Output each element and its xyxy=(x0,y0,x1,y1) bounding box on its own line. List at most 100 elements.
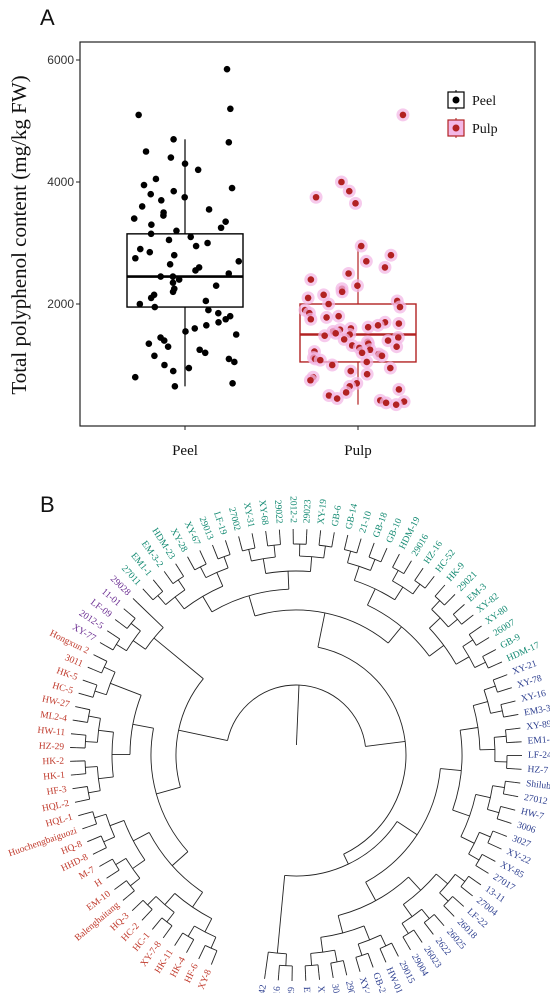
data-point-peel xyxy=(148,221,155,228)
dendrogram-branch xyxy=(164,893,176,905)
data-point-peel xyxy=(161,361,168,369)
dendrogram-branch xyxy=(483,685,496,691)
dendrogram-branch xyxy=(216,572,224,587)
data-point-pulp xyxy=(382,399,390,407)
dendrogram-branch xyxy=(505,687,512,690)
dendrogram-arc xyxy=(401,908,423,924)
data-point-peel xyxy=(152,175,160,183)
data-point-pulp xyxy=(378,352,386,360)
x-axis-categories: Peel Pulp xyxy=(172,426,372,459)
dendrogram-branch xyxy=(131,906,137,911)
dendrogram-branch xyxy=(452,896,460,903)
dendrogram-branch xyxy=(82,826,89,830)
dendrogram-branch xyxy=(167,576,174,584)
dendrogram-branch xyxy=(430,575,435,582)
leaf-label: HW-11 xyxy=(37,726,66,739)
dendrogram-arc xyxy=(423,914,435,923)
data-point-peel xyxy=(157,273,164,280)
dendrogram-branch xyxy=(419,567,424,574)
leaf-label: H xyxy=(93,877,104,889)
data-point-pulp xyxy=(307,315,315,323)
dendrogram-branch xyxy=(151,924,157,930)
dendrogram-branch xyxy=(92,835,102,840)
data-point-pulp xyxy=(364,323,372,331)
dendrogram-branch xyxy=(334,950,338,963)
leaf-label: HC-5 xyxy=(51,681,74,696)
data-point-peel xyxy=(136,245,144,253)
legend-marker xyxy=(452,124,460,132)
data-point-pulp xyxy=(316,356,324,364)
dendrogram-branch xyxy=(402,904,413,917)
leaf-label: XY-68 xyxy=(256,499,269,526)
leaf-label: 29014 xyxy=(343,980,358,993)
dendrogram-branch xyxy=(223,556,229,569)
data-point-peel xyxy=(192,242,200,250)
dendrogram-branch xyxy=(76,773,86,775)
leaf-label: XY-89 xyxy=(526,720,550,733)
leaf-label: 3027 xyxy=(511,834,533,850)
dendrogram-branch xyxy=(331,971,334,978)
dendrogram-branch xyxy=(178,729,228,741)
dendrogram-branch xyxy=(72,719,79,722)
data-point-peel xyxy=(223,65,231,73)
y-axis-ticks: 2000 4000 6000 xyxy=(47,53,80,311)
dendrogram-branch xyxy=(226,545,231,555)
data-point-peel xyxy=(173,227,180,235)
dendrogram-branch xyxy=(136,900,144,907)
dendrogram-branch xyxy=(88,715,101,719)
dendrogram-branch xyxy=(460,886,469,893)
data-point-peel xyxy=(166,261,174,268)
dendrogram-arc xyxy=(205,567,229,578)
data-point-peel xyxy=(169,273,177,280)
dendrogram-branch xyxy=(166,912,175,923)
dendrogram-branch xyxy=(127,890,135,897)
dendrogram-branch xyxy=(323,545,326,559)
dendrogram-branch xyxy=(468,629,477,635)
dendrogram-branch xyxy=(512,713,519,716)
dendrogram-branch xyxy=(407,944,411,951)
dendrogram-branch xyxy=(88,681,98,686)
dendrogram-branch xyxy=(468,614,474,619)
dendrogram-branch xyxy=(483,637,490,642)
dendrogram-branch xyxy=(190,561,196,571)
dendrogram-branch xyxy=(483,869,489,874)
data-point-peel xyxy=(205,206,213,213)
dendrogram-branch xyxy=(429,617,441,629)
dendrogram-branch xyxy=(487,842,497,848)
data-point-peel xyxy=(187,233,195,241)
dendrogram-branch xyxy=(317,964,320,974)
dendrogram-branch xyxy=(177,579,186,591)
data-point-pulp xyxy=(357,242,365,250)
leaf-label: 29023 xyxy=(302,499,313,523)
dendrogram-branch xyxy=(439,892,449,902)
dendrogram-branch xyxy=(111,633,121,640)
data-point-pulp xyxy=(320,291,327,299)
dendrogram-branch xyxy=(199,550,203,557)
data-point-pulp xyxy=(395,320,403,327)
dendrogram-arc xyxy=(472,705,481,750)
dendrogram-branch xyxy=(365,741,406,747)
dendrogram-branch xyxy=(391,942,397,952)
dendrogram-branch xyxy=(210,958,215,965)
dendrogram-branch xyxy=(262,558,267,574)
dendrogram-branch xyxy=(475,881,482,886)
dendrogram-branch xyxy=(264,952,269,973)
dendrogram-branch xyxy=(488,663,497,669)
data-point-peel xyxy=(136,300,144,308)
dendrogram-branch xyxy=(78,786,88,789)
legend-marker xyxy=(452,96,460,104)
data-point-peel xyxy=(132,254,139,262)
dendrogram-branch xyxy=(166,925,173,934)
dendrogram-arc xyxy=(111,732,114,777)
dendrogram-arc xyxy=(317,646,407,855)
dendrogram-branch xyxy=(155,917,163,926)
x-category-label: Pulp xyxy=(344,443,372,459)
dendrogram-branch xyxy=(395,950,399,957)
dendrogram-branch xyxy=(497,689,507,693)
leaf-label: XY-16 xyxy=(520,689,547,705)
dendrogram-branch xyxy=(353,566,360,581)
dendrogram-branch xyxy=(392,559,398,568)
dendrogram-branch xyxy=(401,923,409,934)
data-point-peel xyxy=(192,267,199,274)
